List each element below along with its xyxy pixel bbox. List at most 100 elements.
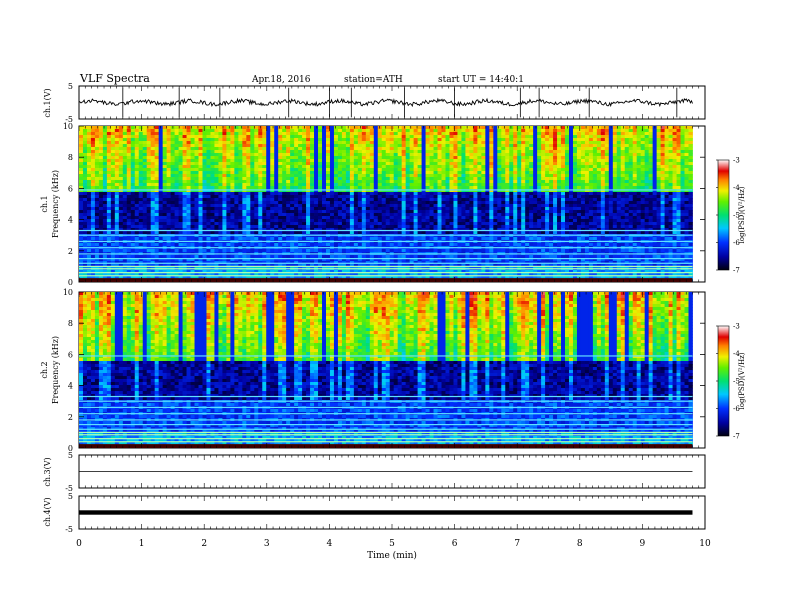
spectrogram-cell [118, 177, 124, 181]
spectrogram-cell [170, 153, 175, 157]
spectrogram-cell [174, 135, 179, 139]
spectrogram-cell [425, 171, 430, 175]
spectrogram-cell [79, 189, 84, 193]
spectrogram-cell [553, 210, 558, 214]
spectrogram-cell [640, 168, 646, 172]
spectrogram-cell [624, 141, 630, 145]
spectrogram-cell [146, 216, 152, 220]
spectrogram-cell [441, 168, 446, 172]
spectrogram-cell [318, 168, 323, 172]
spectrogram-cell [146, 219, 152, 223]
spectrogram-cell [138, 216, 144, 220]
spectrogram-cell [656, 195, 662, 199]
spectrogram-cell [226, 135, 231, 139]
spectrogram-cell [588, 168, 594, 172]
spectrogram-cell [425, 192, 430, 196]
spectrogram-cell [588, 156, 594, 160]
spectrogram-cell [568, 168, 574, 172]
spectrogram-cell [632, 162, 638, 166]
spectrogram-cell [401, 159, 407, 163]
spectrogram-cell [345, 183, 351, 187]
spectrogram-cell [592, 216, 598, 220]
spectrogram-cell [477, 216, 482, 220]
spectrogram-cell [174, 198, 179, 202]
spectrogram-cell [333, 159, 339, 163]
spectrogram-cell [246, 150, 251, 154]
spectrogram-cell [381, 171, 387, 175]
spectrogram-cell [82, 201, 88, 205]
spectrogram-cell [206, 216, 211, 220]
spectrogram-cell [86, 207, 92, 211]
spectrogram-cell [329, 177, 335, 181]
spectrogram-cell [628, 162, 634, 166]
spectrogram-cell [290, 132, 295, 136]
spectrogram-cell [660, 201, 665, 205]
spectrogram-cell [186, 135, 191, 139]
spectrogram-cell [178, 168, 183, 172]
spectrogram-cell [206, 150, 211, 154]
spectrogram-cell [417, 174, 422, 178]
spectrogram-cell [106, 198, 112, 202]
spectrogram-cell [668, 198, 673, 202]
spectrogram-cell [513, 171, 518, 175]
spectrogram-cell [282, 198, 287, 202]
spectrogram-cell [557, 147, 562, 151]
spectrogram-cell [469, 201, 474, 205]
spectrogram-cell [445, 147, 450, 151]
spectrogram-cell [576, 159, 582, 163]
spectrogram-cell [82, 219, 88, 223]
spectrogram-cell [385, 195, 391, 199]
spectrogram-cell [138, 192, 144, 196]
spectrogram-cell [533, 150, 538, 154]
spectrogram-cell [310, 177, 315, 181]
spectrogram-cell [345, 207, 351, 211]
spectrogram-cell [353, 201, 359, 205]
spectrogram-cell [676, 156, 681, 160]
spectrogram-cell [206, 180, 211, 184]
spectrogram-cell [405, 135, 411, 139]
spectrogram-cell [477, 204, 482, 208]
spectrogram-cell [549, 162, 554, 166]
spectrogram-cell [102, 141, 108, 145]
spectrogram-cell [433, 195, 438, 199]
spectrogram-cell [345, 204, 351, 208]
spectrogram-cell [656, 156, 662, 160]
spectrogram-cell [278, 174, 283, 178]
spectrogram-cell [449, 219, 454, 223]
spectrogram-cell [425, 207, 430, 211]
spectrogram-cell [572, 138, 578, 142]
spectrogram-cell [266, 153, 271, 157]
spectrogram-cell [357, 177, 363, 181]
spectrogram-cell [421, 162, 426, 166]
spectrogram-cell [660, 210, 665, 214]
spectrogram-cell [178, 183, 183, 187]
spectrogram-cell [102, 201, 108, 205]
spectrogram-cell [489, 129, 494, 133]
spectrogram-cell [146, 168, 152, 172]
spectrogram-cell [453, 159, 458, 163]
spectrogram-cell [98, 180, 104, 184]
spectrogram-cell [266, 135, 271, 139]
spectrogram-cell [640, 183, 646, 187]
spectrogram-cell [190, 141, 195, 145]
spectrogram-cell [373, 135, 379, 139]
spectrogram-cell [79, 138, 84, 142]
spectrogram-cell [110, 198, 116, 202]
spectrogram-cell [186, 186, 191, 190]
spectrogram-cell [266, 198, 271, 202]
spectrogram-cell [541, 156, 546, 160]
spectrogram-cell [584, 171, 590, 175]
spectrogram-cell [664, 219, 669, 223]
spectrogram-cell [322, 129, 327, 133]
spectrogram-cell [306, 192, 311, 196]
spectrogram-cell [266, 207, 271, 211]
spectrogram-cell [94, 207, 100, 211]
spectrogram-cell [262, 153, 267, 157]
spectrogram-cell [513, 132, 518, 136]
spectrogram-cell [218, 195, 223, 199]
spectrogram-cell [182, 165, 187, 169]
spectrogram-cell [612, 207, 618, 211]
spectrogram-cell [262, 141, 267, 145]
spectrogram-cell [142, 177, 148, 181]
spectrogram-cell [453, 180, 458, 184]
